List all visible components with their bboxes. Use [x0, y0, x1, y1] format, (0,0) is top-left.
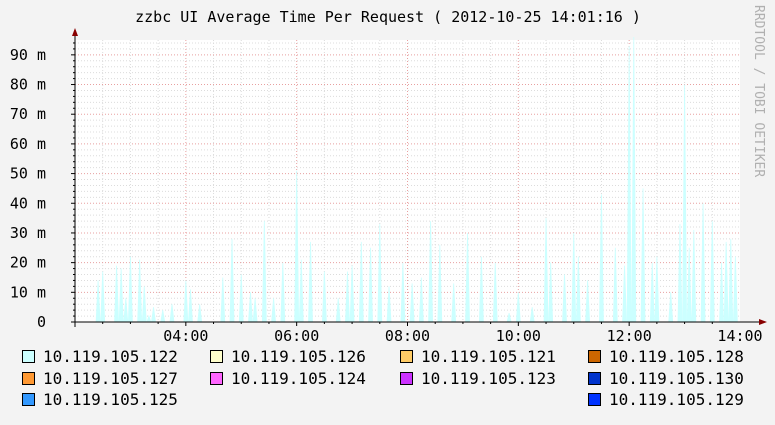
- x-tick-label: 04:00: [163, 327, 208, 345]
- y-tick-label: 70 m: [10, 105, 46, 123]
- y-tick-label: 30 m: [10, 224, 46, 242]
- y-axis-labels: 0 10 m 20 m 30 m 40 m 50 m 60 m 70 m 80 m 90 m: [10, 46, 46, 331]
- legend-item: 10.119.105.124: [210, 368, 366, 388]
- y-tick-label: 50 m: [10, 165, 46, 183]
- legend-item: 10.119.105.128: [588, 346, 744, 366]
- y-tick-label: 0: [37, 313, 46, 331]
- y-tick-label: 10 m: [10, 283, 46, 301]
- legend-item: 10.119.105.127: [22, 368, 178, 388]
- x-tick-label: 10:00: [496, 327, 541, 345]
- legend-label: 10.119.105.128: [609, 346, 744, 366]
- legend-item: 10.119.105.123: [400, 368, 556, 388]
- x-tick-label: 14:00: [717, 327, 762, 345]
- legend-item: 10.119.105.126: [210, 346, 366, 366]
- x-tick-label: 12:00: [607, 327, 652, 345]
- x-tick-label: 06:00: [274, 327, 319, 345]
- legend-swatch: [22, 392, 35, 406]
- legend-label: 10.119.105.125: [43, 389, 178, 409]
- axes: [71, 28, 767, 327]
- legend-label: 10.119.105.122: [43, 346, 178, 366]
- legend-swatch: [210, 349, 223, 363]
- legend-label: 10.119.105.121: [421, 346, 556, 366]
- legend-item: 10.119.105.125: [22, 389, 178, 409]
- legend-swatch: [22, 349, 35, 363]
- legend-item: 10.119.105.121: [400, 346, 556, 366]
- x-tick-label: 08:00: [385, 327, 430, 345]
- y-tick-label: 20 m: [10, 254, 46, 272]
- x-axis-arrow: [759, 319, 767, 325]
- y-axis-arrow: [72, 28, 78, 36]
- legend-swatch: [400, 371, 413, 385]
- y-tick-label: 60 m: [10, 135, 46, 153]
- y-tick-label: 80 m: [10, 76, 46, 94]
- legend-swatch: [588, 371, 601, 385]
- legend-swatch: [210, 371, 223, 385]
- legend-swatch: [588, 349, 601, 363]
- legend-label: 10.119.105.130: [609, 368, 744, 388]
- legend-label: 10.119.105.127: [43, 368, 178, 388]
- legend-item: 10.119.105.129: [588, 389, 744, 409]
- legend-item: 10.119.105.130: [588, 368, 744, 388]
- legend-swatch: [22, 371, 35, 385]
- legend-swatch: [400, 349, 413, 363]
- legend-label: 10.119.105.129: [609, 389, 744, 409]
- legend-swatch: [588, 392, 601, 406]
- legend-label: 10.119.105.123: [421, 368, 556, 388]
- legend-label: 10.119.105.124: [231, 368, 366, 388]
- x-axis-labels: 04:00 06:00 08:00 10:00 12:00 14:00: [163, 327, 762, 345]
- y-tick-label: 90 m: [10, 46, 46, 64]
- legend-label: 10.119.105.126: [231, 346, 366, 366]
- legend-item: 10.119.105.122: [22, 346, 178, 366]
- y-tick-label: 40 m: [10, 194, 46, 212]
- rrdtool-watermark: RRDTOOL / TOBI OETIKER: [751, 5, 766, 177]
- chart-title: zzbc UI Average Time Per Request ( 2012-…: [135, 8, 641, 26]
